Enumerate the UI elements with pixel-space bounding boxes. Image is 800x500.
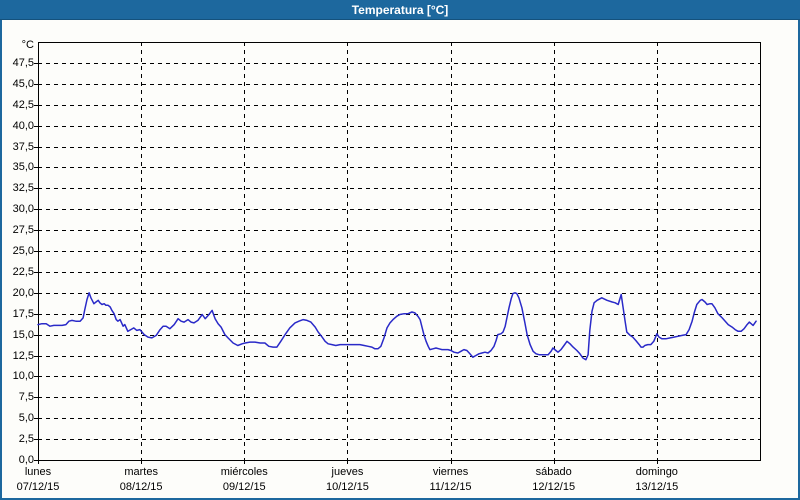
y-tick-label: 22,5 xyxy=(12,266,34,278)
plot-border xyxy=(38,42,761,461)
x-date-label: 11/12/15 xyxy=(429,481,472,493)
y-tick-label: 12,5 xyxy=(12,350,34,362)
x-date-label: 08/12/15 xyxy=(119,481,163,493)
x-date-label: 07/12/15 xyxy=(16,481,60,493)
x-day-label: domingo xyxy=(635,466,678,478)
y-tick-label: 2,5 xyxy=(18,433,34,445)
y-tick-label: 15,0 xyxy=(12,329,34,341)
y-tick-label: 25,0 xyxy=(12,245,34,257)
y-tick-label: 40,0 xyxy=(12,120,34,132)
x-day-label: miércoles xyxy=(220,466,268,478)
x-day-label: lunes xyxy=(24,466,52,478)
temperature-line-series xyxy=(37,292,757,361)
y-tick-label: 20,0 xyxy=(12,287,34,299)
x-date-label: 12/12/15 xyxy=(532,481,576,493)
y-tick-label: 27,5 xyxy=(12,224,34,236)
window-titlebar[interactable]: Temperatura [°C] xyxy=(0,0,800,20)
y-tick-label: 42,5 xyxy=(12,99,34,111)
chart-container: 0,0 2,5 5,0 7,5 10,0 12,5 15,0 17,5 20,0 22,5 25,0… xyxy=(2,20,798,498)
y-axis-unit-label: °C xyxy=(21,39,34,51)
x-day-label: jueves xyxy=(331,466,364,478)
y-tick-label: 47,5 xyxy=(12,57,34,69)
y-tick-label: 10,0 xyxy=(12,370,34,382)
x-date-label: 09/12/15 xyxy=(222,481,266,493)
window-title: Temperatura [°C] xyxy=(351,2,449,17)
y-tick-label: 7,5 xyxy=(18,391,34,403)
y-tick-label: 5,0 xyxy=(18,412,34,424)
y-tick-label: 37,5 xyxy=(12,141,34,153)
chart-plot-area xyxy=(34,42,761,464)
y-tick-label: 45,0 xyxy=(12,78,34,90)
x-day-label: sábado xyxy=(535,466,572,478)
y-tick-label: 32,5 xyxy=(12,182,34,194)
y-tick-label: 30,0 xyxy=(12,203,34,215)
x-date-label: 10/12/15 xyxy=(326,481,369,493)
y-tick-label: 0,0 xyxy=(18,454,34,466)
x-day-label: viernes xyxy=(432,466,469,478)
y-tick-label: 17,5 xyxy=(12,308,34,320)
x-day-label: martes xyxy=(124,466,158,478)
y-tick-label: 35,0 xyxy=(12,161,34,173)
x-date-label: 13/12/15 xyxy=(635,481,679,493)
